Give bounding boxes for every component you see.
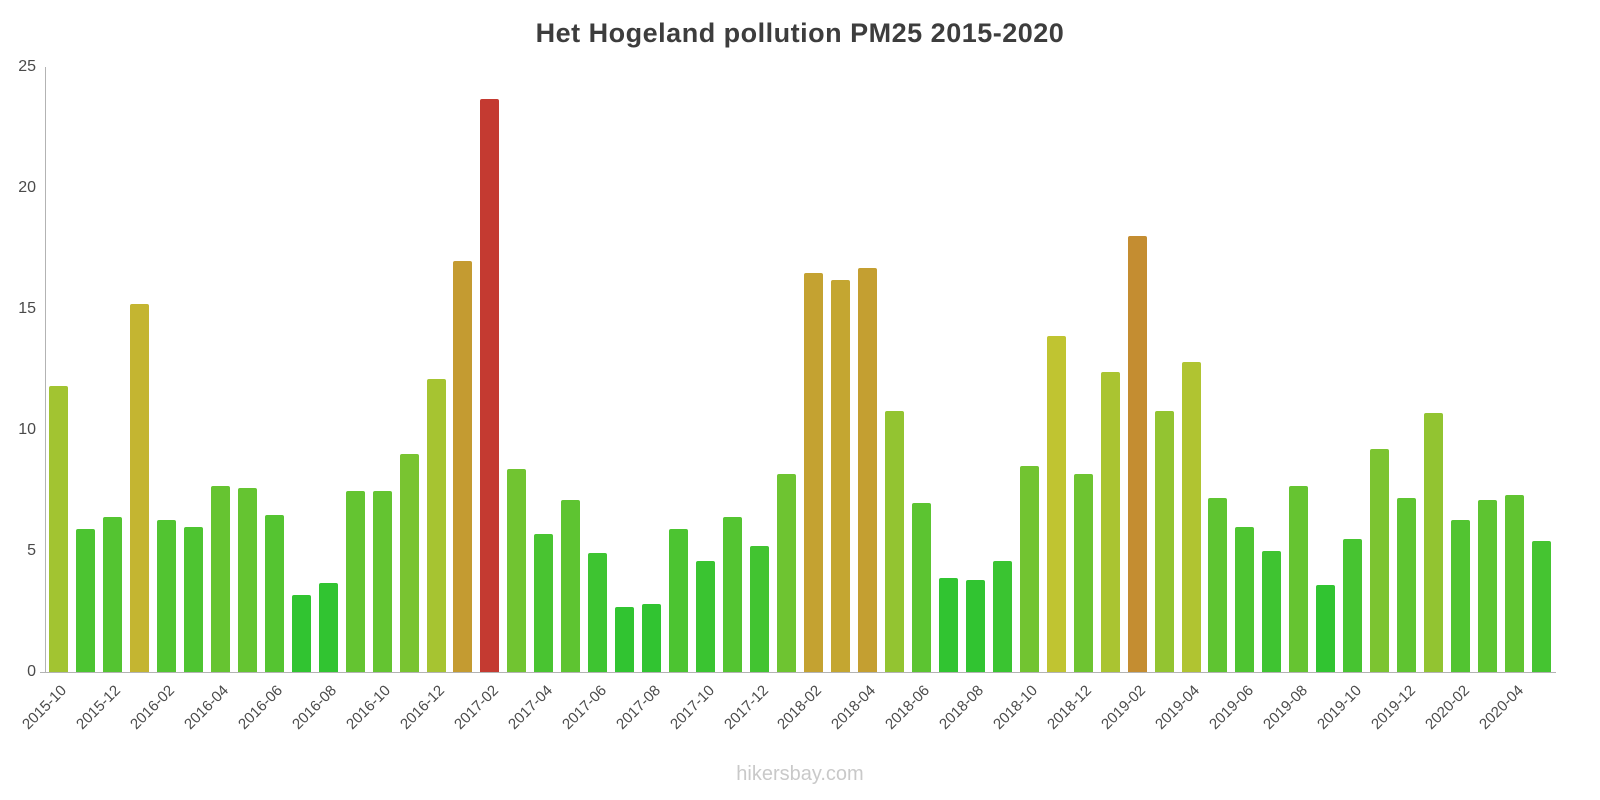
chart-bar <box>264 514 284 672</box>
chart-bar <box>507 468 527 672</box>
chart-bar <box>669 529 689 672</box>
plot-area <box>45 67 1555 672</box>
chart-bar <box>857 267 877 672</box>
chart-bar <box>1181 362 1201 672</box>
chart-bar <box>453 260 473 672</box>
chart-bar <box>1100 371 1120 672</box>
chart-bar <box>1505 495 1525 672</box>
chart-bar <box>1343 538 1363 672</box>
chart-bar <box>49 386 68 672</box>
chart-bar <box>399 454 419 672</box>
chart-bar <box>1397 497 1417 672</box>
chart-bar <box>884 410 904 672</box>
chart-bar <box>1478 500 1498 672</box>
chart-bar <box>75 529 95 672</box>
y-tick-label: 5 <box>27 542 36 559</box>
chart-bar <box>1424 413 1444 672</box>
watermark: hikersbay.com <box>736 763 864 785</box>
chart-bar <box>804 272 823 672</box>
chart-bar <box>1127 236 1147 672</box>
chart-bar <box>965 580 985 672</box>
y-tick-label: 0 <box>27 663 36 680</box>
chart-bar <box>237 488 257 672</box>
y-tick-label: 10 <box>18 421 36 438</box>
chart-bar <box>723 517 743 672</box>
chart-bar <box>1451 519 1471 672</box>
chart-bar <box>1370 449 1390 672</box>
chart-bar <box>1019 466 1039 672</box>
chart-bar <box>183 526 203 672</box>
chart-bar <box>1316 584 1336 672</box>
chart-bar <box>1154 410 1174 672</box>
x-axis <box>40 672 1556 673</box>
y-axis <box>45 67 46 673</box>
y-tick-label: 15 <box>18 300 36 317</box>
chart-bar <box>318 582 338 672</box>
chart-title: Het Hogeland pollution PM25 2015-2020 <box>535 18 1065 48</box>
chart-bar <box>1073 473 1093 672</box>
chart-bar <box>1289 485 1309 672</box>
chart-bar <box>345 490 365 672</box>
chart-bar <box>615 606 635 672</box>
chart-bar <box>480 98 500 672</box>
chart-bar <box>102 517 122 672</box>
chart-bar <box>911 502 931 672</box>
chart-bar <box>291 594 311 672</box>
chart-bar <box>129 304 149 672</box>
chart-bar <box>372 490 392 672</box>
chart-bar <box>588 553 608 672</box>
chart-bar <box>1262 551 1282 672</box>
chart-bar <box>830 280 850 672</box>
chart-bar <box>210 485 230 672</box>
chart-bar <box>561 500 581 672</box>
chart-bar <box>156 519 176 672</box>
chart-bar <box>642 604 662 672</box>
chart-bar <box>1532 541 1551 672</box>
y-tick-label: 20 <box>18 179 36 196</box>
chart-bar <box>938 577 958 672</box>
chart-bar <box>426 379 446 672</box>
chart-bar <box>696 560 716 672</box>
chart-bar <box>1208 497 1228 672</box>
chart-bar <box>1046 335 1066 672</box>
chart-bar <box>992 560 1012 672</box>
y-tick-label: 25 <box>18 58 36 75</box>
chart-bar <box>534 534 554 672</box>
chart-bar <box>777 473 796 672</box>
chart-bar <box>750 546 770 672</box>
chart-bar <box>1235 526 1255 672</box>
